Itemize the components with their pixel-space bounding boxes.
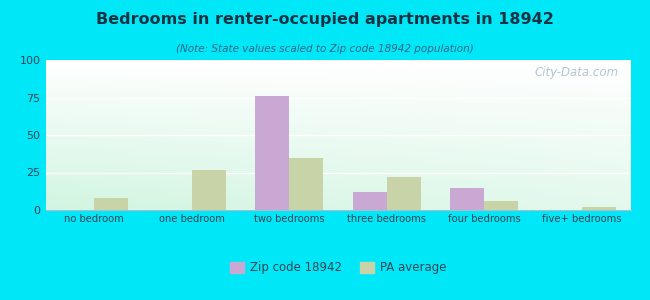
Bar bbox=[387, 177, 421, 210]
Text: (Note: State values scaled to Zip code 18942 population): (Note: State values scaled to Zip code 1… bbox=[176, 44, 474, 53]
Legend: Zip code 18942, PA average: Zip code 18942, PA average bbox=[225, 257, 451, 279]
Bar bbox=[353, 192, 387, 210]
Text: City-Data.com: City-Data.com bbox=[535, 66, 619, 79]
Bar bbox=[484, 201, 519, 210]
Bar bbox=[582, 207, 616, 210]
Bar bbox=[255, 96, 289, 210]
Bar bbox=[94, 198, 129, 210]
Bar bbox=[192, 169, 226, 210]
Bar bbox=[450, 188, 484, 210]
Bar bbox=[289, 158, 324, 210]
Text: Bedrooms in renter-occupied apartments in 18942: Bedrooms in renter-occupied apartments i… bbox=[96, 12, 554, 27]
